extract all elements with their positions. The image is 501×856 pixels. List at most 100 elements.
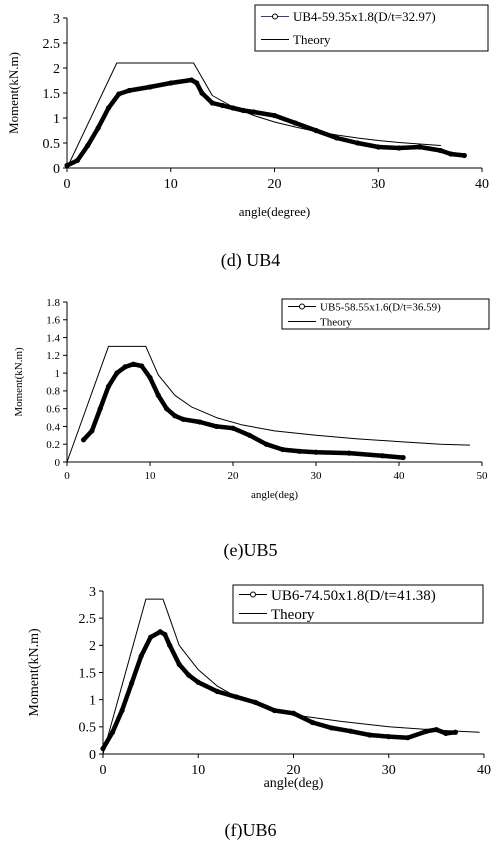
- data-point: [220, 102, 226, 109]
- data-point: [147, 84, 153, 90]
- x-tick-label: 0: [64, 470, 70, 482]
- data-point: [114, 370, 120, 376]
- data-point: [81, 437, 87, 443]
- data-point: [139, 363, 145, 369]
- series-line-experiment: [100, 629, 458, 751]
- chart-panel-ub4: 0 0.5 1 1.5 2 2.5 3 0 10 20 30 40 angle(degree) Momen…: [0, 0, 501, 230]
- series-line-theory: [66, 345, 471, 463]
- y-tick-label: 0: [55, 457, 61, 469]
- chart-ub5: 0 0.2 0.4 0.6 0.8 1 1.2 1.4 1.6 1.8 0 10 20 30 40 50 ang…: [13, 297, 490, 501]
- y-tick-label: 1.6: [46, 315, 60, 327]
- legend-entry-label: Theory: [293, 32, 331, 47]
- data-point: [443, 730, 449, 736]
- y-tick-label: 3: [89, 585, 96, 600]
- data-point: [199, 90, 205, 96]
- caption-ub5: (e)UB5: [223, 540, 278, 560]
- chart-panel-ub6: 0 0.5 1 1.5 2 2.5 3 0 10 20 30 40 angle(deg) Moment(k…: [0, 580, 501, 800]
- data-point: [176, 661, 182, 667]
- data-point: [194, 80, 200, 86]
- data-point: [214, 688, 220, 695]
- y-tick-label: 1.5: [43, 87, 61, 102]
- y-tick-label: 2: [89, 639, 96, 654]
- data-point: [396, 145, 402, 151]
- y-tick-label: 1.8: [46, 297, 60, 309]
- y-tick-label: 0.5: [43, 137, 61, 152]
- x-tick-label: 10: [145, 470, 157, 482]
- data-point: [148, 634, 154, 640]
- y-axis-label: Moment(kN.m): [13, 347, 25, 417]
- y-tick-label: 0: [89, 748, 96, 763]
- y-tick-label: 1.4: [46, 332, 60, 344]
- x-tick-label: 40: [394, 470, 406, 482]
- data-point: [461, 152, 467, 159]
- series-line-experiment: [81, 361, 406, 460]
- x-tick-label: 20: [228, 470, 240, 482]
- y-tick-label: 1: [89, 694, 96, 709]
- series-line-theory: [102, 598, 480, 755]
- data-point: [329, 725, 335, 731]
- legend-entry-label: Theory: [271, 607, 315, 623]
- data-point: [147, 374, 153, 381]
- legend-swatch-marker: [299, 303, 305, 310]
- data-point: [375, 144, 381, 150]
- data-point: [334, 135, 340, 141]
- x-tick-label: 20: [287, 763, 301, 778]
- y-axis-label: Moment(kN.m): [6, 52, 21, 134]
- data-point: [126, 87, 132, 94]
- data-point: [263, 441, 269, 447]
- y-tick-label: 3: [53, 12, 60, 27]
- data-point: [105, 383, 112, 390]
- data-point: [119, 707, 125, 714]
- data-point: [400, 454, 406, 461]
- x-tick-label: 50: [477, 470, 489, 482]
- data-point: [128, 680, 135, 686]
- data-point: [296, 448, 302, 454]
- data-point: [386, 734, 392, 740]
- data-point: [180, 416, 186, 422]
- legend-entry-label: UB6-74.50x1.8(D/t=41.38): [271, 588, 436, 604]
- x-axis-label: angle(deg): [264, 776, 324, 791]
- chart-ub6: 00.511.522.530 10 20 30 40angle(deg)Moment(k…: [27, 584, 491, 791]
- legend-box: [281, 298, 490, 330]
- x-tick-label: 0: [64, 177, 71, 192]
- y-tick-label: 0.6: [46, 404, 60, 416]
- legend-swatch-marker: [272, 13, 278, 20]
- data-point: [188, 77, 195, 83]
- data-point: [213, 423, 219, 430]
- x-tick-label: 40: [475, 177, 489, 192]
- caption-ub6: (f)UB6: [224, 820, 277, 840]
- data-point: [292, 120, 298, 126]
- data-point: [379, 453, 385, 459]
- y-tick-label: 0.5: [79, 721, 97, 736]
- data-point: [95, 125, 101, 131]
- y-tick-label: 0.2: [46, 439, 60, 451]
- data-point: [452, 729, 459, 735]
- x-axis-label: angle(degree): [239, 204, 310, 219]
- x-tick-label: 40: [477, 763, 491, 778]
- x-tick-label: 30: [371, 177, 385, 192]
- data-point: [85, 142, 91, 149]
- chart-ub4: 00.511.522.530 10 20 30 40angle(degree)Momen…: [6, 4, 489, 219]
- data-point: [172, 413, 178, 419]
- data-point: [155, 392, 161, 398]
- data-point: [437, 147, 444, 154]
- data-point: [109, 729, 116, 735]
- x-tick-label: 20: [268, 177, 282, 192]
- x-tick-label: 0: [100, 763, 107, 778]
- legend-entry-label: Theory: [320, 316, 352, 328]
- data-point: [367, 732, 373, 738]
- x-tick-label: 10: [191, 763, 205, 778]
- x-tick-label: 30: [311, 470, 323, 482]
- data-point: [138, 653, 144, 659]
- y-tick-label: 2.5: [43, 37, 61, 52]
- data-point: [122, 364, 128, 370]
- data-point: [417, 144, 423, 150]
- data-point: [162, 631, 168, 638]
- y-tick-label: 1.5: [79, 666, 97, 681]
- data-point: [309, 719, 316, 726]
- y-tick-label: 0: [53, 162, 60, 177]
- y-tick-label: 0.4: [46, 421, 60, 433]
- legend-box: [232, 584, 484, 624]
- data-point: [164, 406, 170, 412]
- data-point: [195, 679, 201, 685]
